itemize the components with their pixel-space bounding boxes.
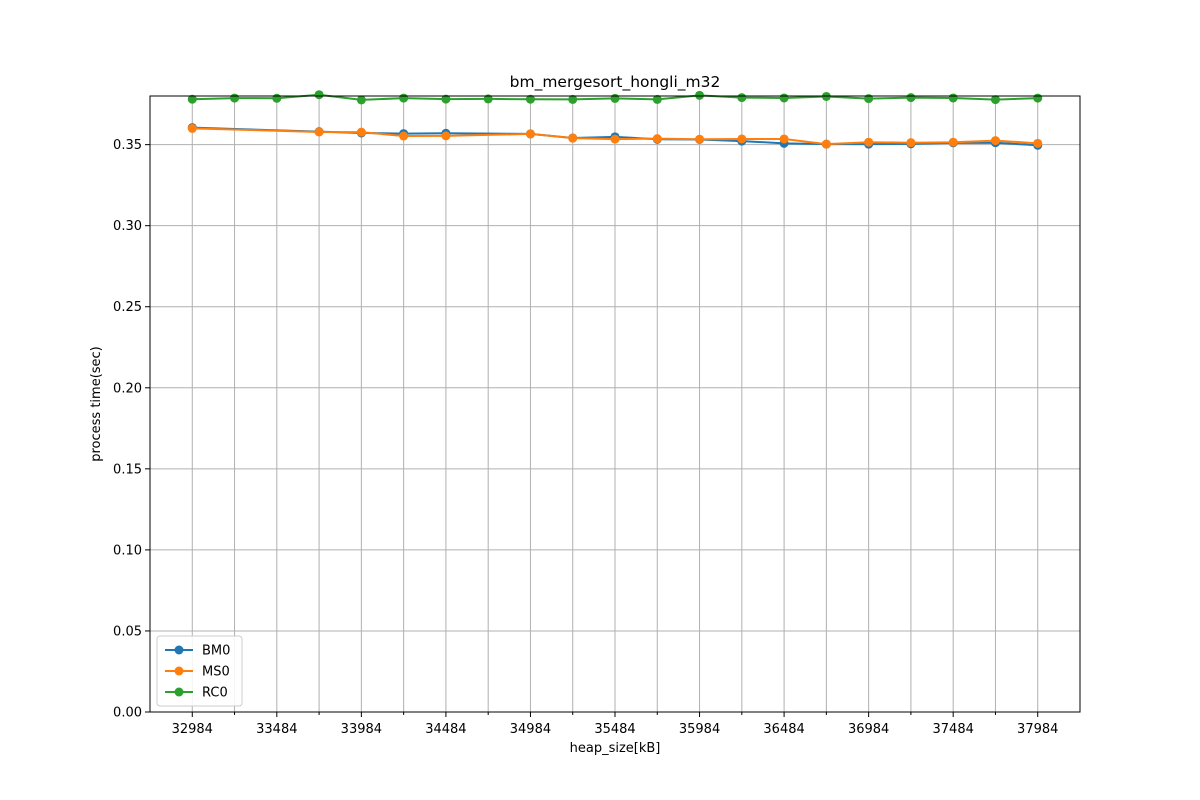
x-tick-label: 36984 [848, 722, 889, 737]
data-point [399, 93, 409, 103]
y-tick-label: 0.35 [113, 138, 142, 153]
y-axis-ticks: 0.00 0.05 0.10 0.15 0.20 0.25 0.30 0.35 [113, 138, 150, 721]
data-point [695, 90, 705, 100]
legend-item-ms0: MS0 [165, 665, 230, 680]
y-tick-label: 0.30 [113, 219, 142, 234]
legend-label: BM0 [202, 644, 230, 659]
y-tick-label: 0.10 [113, 543, 142, 558]
data-point [230, 93, 240, 103]
y-tick-label: 0.00 [113, 706, 142, 721]
y-tick-label: 0.15 [113, 462, 142, 477]
legend-label: MS0 [202, 665, 230, 680]
plot-frame [149, 95, 1081, 713]
legend-marker [174, 666, 184, 676]
data-point [864, 137, 874, 147]
x-tick-label: 35984 [679, 722, 720, 737]
data-point [906, 93, 916, 103]
data-point [990, 136, 1000, 146]
legend: BM0 MS0 RC0 [156, 635, 243, 707]
data-point [779, 93, 789, 103]
data-point [568, 133, 578, 143]
chart-title: bm_mergesort_hongli_m32 [510, 73, 721, 92]
x-tick-label: 33484 [256, 722, 297, 737]
data-point [187, 94, 197, 104]
legend-item-rc0: RC0 [165, 686, 228, 701]
data-point [483, 94, 493, 104]
data-point [610, 93, 620, 103]
data-point [187, 123, 197, 133]
data-point [864, 94, 874, 104]
x-axis-label: heap_size[kB] [570, 741, 661, 756]
data-point [610, 134, 620, 144]
data-point [441, 94, 451, 104]
x-tick-label: 36484 [763, 722, 804, 737]
data-point [272, 93, 282, 103]
data-point [314, 127, 324, 137]
series-layer [187, 90, 1043, 150]
y-tick-label: 0.25 [113, 300, 142, 315]
data-point [737, 134, 747, 144]
series-line [192, 127, 1038, 146]
data-point [990, 95, 1000, 105]
series-ms0 [187, 123, 1043, 149]
series-rc0 [187, 90, 1043, 105]
data-point [1033, 138, 1043, 148]
data-point [1033, 93, 1043, 103]
data-point [525, 129, 535, 139]
data-point [399, 131, 409, 141]
data-point [314, 90, 324, 100]
data-point [948, 137, 958, 147]
x-tick-label: 37984 [1017, 722, 1058, 737]
data-point [948, 93, 958, 103]
legend-label: RC0 [202, 686, 228, 701]
legend-marker [174, 645, 184, 655]
x-tick-label: 34984 [510, 722, 551, 737]
x-tick-label: 37484 [933, 722, 974, 737]
data-point [356, 127, 366, 137]
legend-item-bm0: BM0 [165, 644, 230, 659]
data-point [779, 134, 789, 144]
data-point [821, 139, 831, 149]
y-tick-label: 0.05 [113, 624, 142, 639]
data-point [906, 138, 916, 148]
y-tick-label: 0.20 [113, 381, 142, 396]
data-point [652, 134, 662, 144]
data-point [737, 93, 747, 103]
data-point [695, 134, 705, 144]
y-axis-label: process time(sec) [89, 346, 104, 462]
data-point [441, 131, 451, 141]
x-tick-label: 33984 [341, 722, 382, 737]
data-point [356, 95, 366, 105]
x-axis-ticks: 32984 33484 33984 34484 34984 35484 35984 36484… [172, 712, 1058, 737]
data-point [652, 94, 662, 104]
x-tick-label: 34484 [425, 722, 466, 737]
x-tick-label: 35484 [594, 722, 635, 737]
data-point [525, 94, 535, 104]
x-tick-label: 32984 [172, 722, 213, 737]
data-point [568, 94, 578, 104]
legend-marker [174, 687, 184, 697]
